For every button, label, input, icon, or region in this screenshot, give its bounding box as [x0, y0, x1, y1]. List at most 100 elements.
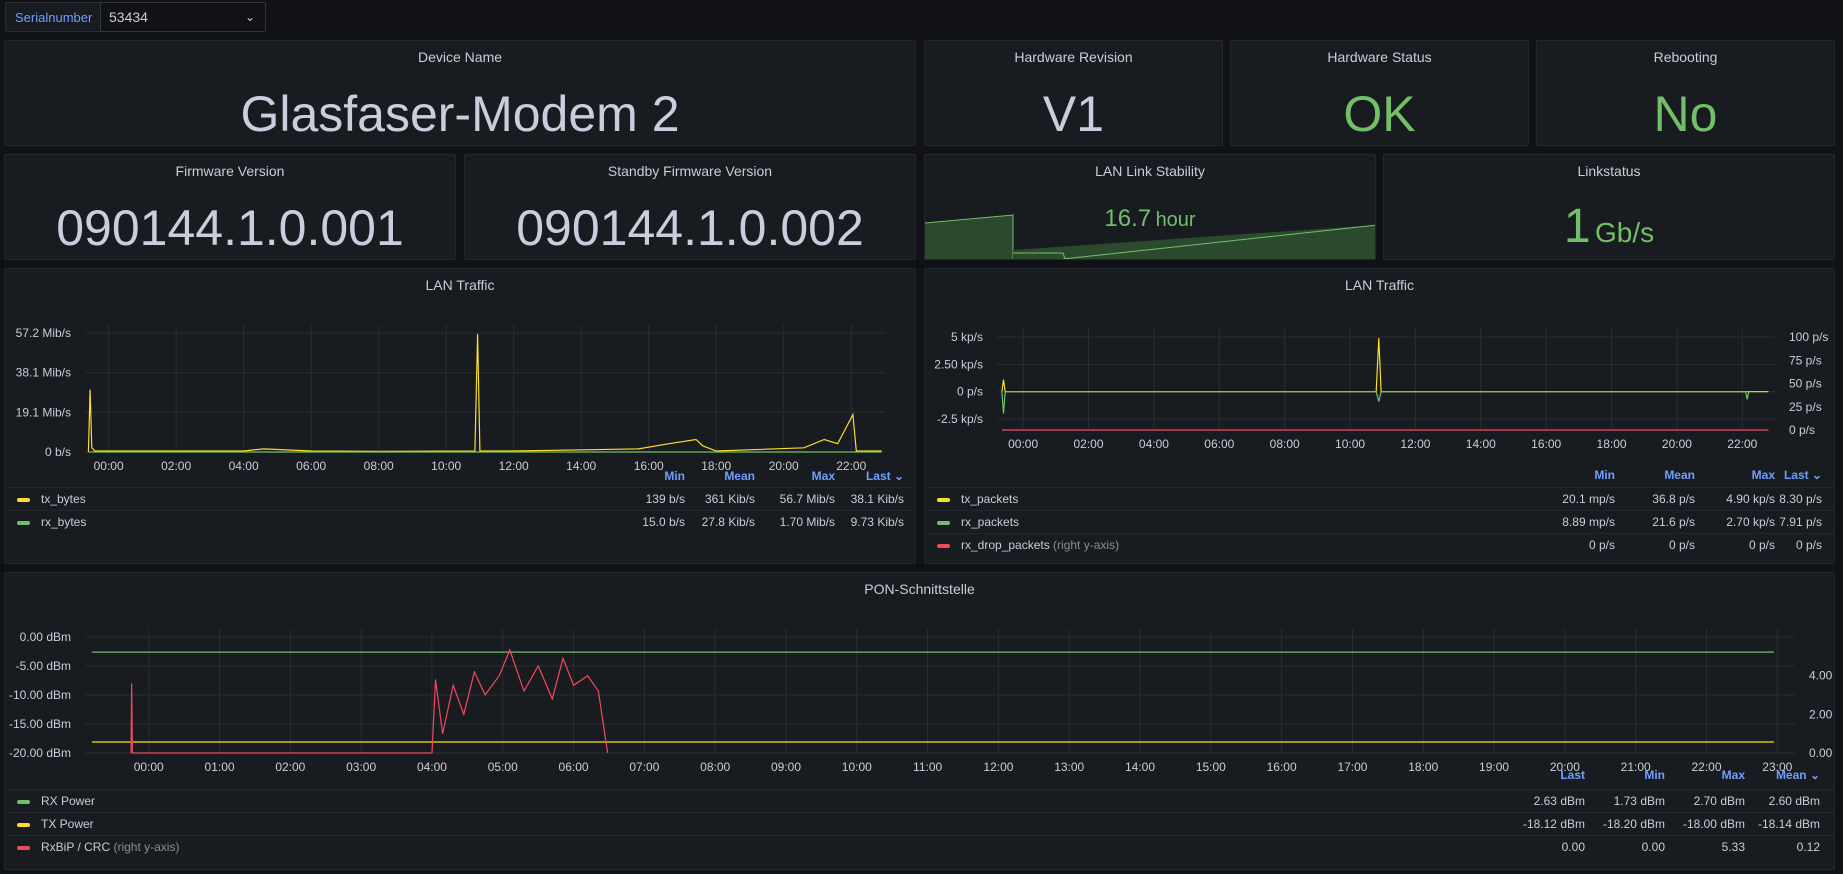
legend-value: 0.12 [1796, 840, 1820, 854]
legend-series-name: RxBiP / CRC (right y-axis) [41, 840, 180, 854]
lan-traffic-packets-panel: LAN Traffic 00:00 02:00 04:00 06:00 08:00 10:… [924, 268, 1835, 564]
legend-value: 20.1 mp/s [1562, 492, 1615, 506]
panel-title: LAN Link Stability [1095, 163, 1205, 179]
y-right-tick-label: 50 p/s [1789, 377, 1822, 391]
panel-title: PON-Schnittstelle [864, 581, 975, 597]
sparkline-area-3 [1013, 250, 1014, 259]
x-tick-label: 17:00 [1337, 760, 1367, 774]
legend-value: 2.70 dBm [1693, 794, 1745, 808]
legend-header-last[interactable]: Last [1560, 768, 1585, 782]
x-tick-label: 21:00 [1621, 760, 1651, 774]
panel-title: Standby Firmware Version [607, 163, 773, 179]
x-tick-label: 18:00 [701, 459, 731, 473]
linkstatus-unit: Gb/s [1595, 217, 1655, 248]
legend-header-mean[interactable]: Mean ⌄ [1775, 768, 1820, 782]
legend-value: 8.30 p/s [1779, 492, 1822, 506]
legend-row[interactable]: rx_drop_packets (right y-axis) 0 p/s 0 p/s… [925, 533, 1834, 555]
legend-row[interactable]: RX Power 2.63 dBm 1.73 dBm 2.70 dBm 2.60 dBm [5, 789, 1834, 811]
legend-header-max[interactable]: Max [1751, 468, 1775, 482]
legend-value: 1.70 Mib/s [779, 515, 835, 529]
x-tick-label: 20:00 [1550, 760, 1580, 774]
y-tick-label: -20.00 dBm [9, 746, 71, 760]
legend-header-min[interactable]: Min [1594, 468, 1615, 482]
pon-interface-panel: PON-Schnittstelle 00:00 01:00 02:00 03:00 04… [4, 572, 1835, 870]
legend-value: 8.89 mp/s [1562, 515, 1615, 529]
legend-header-last[interactable]: Last ⌄ [865, 469, 904, 483]
legend-swatch [17, 800, 30, 804]
legend-series-name: rx_drop_packets (right y-axis) [961, 538, 1120, 552]
legend-header-min[interactable]: Min [664, 469, 685, 483]
panel-title: Linkstatus [1577, 163, 1641, 179]
panel-title: LAN Traffic [1345, 277, 1414, 293]
legend-value: -18.14 dBm [1757, 817, 1820, 831]
x-tick-label: 08:00 [1270, 437, 1300, 451]
legend-value: 0.00 [1561, 840, 1585, 854]
sparkline-area-4 [1014, 225, 1375, 259]
y-tick-label: 0.00 dBm [20, 630, 71, 644]
legend-row[interactable]: RxBiP / CRC (right y-axis) 0.00 0.00 5.33 0.… [5, 835, 1834, 857]
legend-row[interactable]: rx_bytes 15.0 b/s 27.8 Kib/s 1.70 Mib/s 9.73… [5, 510, 915, 532]
legend-series-name: TX Power [41, 817, 94, 831]
legend-value: -18.12 dBm [1522, 817, 1585, 831]
legend-header-max[interactable]: Max [1721, 768, 1745, 782]
legend-header-max[interactable]: Max [811, 469, 835, 483]
legend-value: 56.7 Mib/s [779, 492, 835, 506]
legend-header-mean[interactable]: Mean [1664, 468, 1695, 482]
legend-swatch [17, 846, 30, 850]
legend-row[interactable]: tx_packets 20.1 mp/s 36.8 p/s 4.90 kp/s 8.30… [925, 487, 1834, 509]
rebooting-value: No [1653, 86, 1718, 142]
legend-header-last[interactable]: Last ⌄ [1783, 468, 1822, 482]
y-right-tick-label: 4.00 [1809, 669, 1833, 683]
y-tick-label: 2.50 kp/s [934, 357, 983, 371]
lan-traffic-packets-chart[interactable]: 00:00 02:00 04:00 06:00 08:00 10:00 12:00 14:00… [925, 269, 1835, 473]
hardware-revision-panel: Hardware Revision V1 [924, 40, 1223, 146]
x-tick-label: 12:00 [1400, 437, 1430, 451]
panel-title: LAN Traffic [425, 277, 495, 293]
x-tick-label: 08:00 [364, 459, 394, 473]
pon-interface-chart[interactable]: 00:00 01:00 02:00 03:00 04:00 05:00 06:00 07:00… [5, 573, 1835, 777]
x-tick-label: 04:00 [229, 459, 259, 473]
y-right-tick-label: 25 p/s [1789, 400, 1822, 414]
legend-row[interactable]: tx_bytes 139 b/s 361 Kib/s 56.7 Mib/s 38.1 K… [5, 487, 915, 509]
x-tick-label: 10:00 [431, 459, 461, 473]
legend-row[interactable]: TX Power -18.12 dBm -18.20 dBm -18.00 dBm -1… [5, 812, 1834, 834]
legend-value: -18.00 dBm [1682, 817, 1745, 831]
lan-traffic-bytes-chart[interactable]: 00:00 02:00 04:00 06:00 08:00 10:00 12:00 14:00… [5, 269, 916, 489]
rebooting-panel: Rebooting No [1536, 40, 1835, 146]
legend-value: 1.73 dBm [1613, 794, 1665, 808]
legend-header-min[interactable]: Min [1644, 768, 1665, 782]
legend-value: 2.70 kp/s [1726, 515, 1775, 529]
legend-header-mean[interactable]: Mean [724, 469, 755, 483]
x-tick-label: 16:00 [1531, 437, 1561, 451]
x-tick-label: 16:00 [1267, 760, 1297, 774]
x-tick-label: 09:00 [771, 760, 801, 774]
series-line-tx-packets [1001, 338, 1769, 393]
x-tick-label: 06:00 [1204, 437, 1234, 451]
x-tick-label: 02:00 [161, 459, 191, 473]
x-tick-label: 15:00 [1196, 760, 1226, 774]
serialnumber-select[interactable]: 53434 ⌄ [100, 2, 266, 32]
x-tick-label: 04:00 [417, 760, 447, 774]
x-tick-label: 10:00 [1335, 437, 1365, 451]
x-tick-label: 03:00 [346, 760, 376, 774]
lan-traffic-bytes-legend: Min Mean Max Last ⌄ tx_bytes 139 b/s 361 Kib/s… [5, 469, 915, 563]
legend-row[interactable]: rx_packets 8.89 mp/s 21.6 p/s 2.70 kp/s 7.91… [925, 510, 1834, 532]
x-tick-label: 23:00 [1762, 760, 1792, 774]
x-tick-label: 00:00 [1008, 437, 1038, 451]
panel-title: Device Name [417, 49, 503, 65]
firmware-version-value: 090144.1.0.001 [56, 200, 404, 256]
serialnumber-label: Serialnumber [5, 2, 103, 32]
serialnumber-value: 53434 [109, 9, 148, 25]
sparkline-area-1 [925, 215, 1013, 259]
lan-traffic-bytes-panel: LAN Traffic 00:00 02:00 04:00 06:00 08:00 10:… [4, 268, 916, 564]
legend-value: 139 b/s [645, 492, 685, 506]
device-name-value: Glasfaser-Modem 2 [240, 86, 680, 142]
legend-swatch [937, 498, 950, 502]
y-right-tick-label: 75 p/s [1789, 353, 1822, 367]
series-line-tx-bytes [87, 333, 882, 453]
legend-value: 4.90 kp/s [1726, 492, 1775, 506]
legend-value: 361 Kib/s [704, 492, 755, 506]
standby-firmware-value: 090144.1.0.002 [516, 200, 864, 256]
sparkline-line-1 [925, 214, 1014, 259]
legend-swatch [937, 544, 950, 548]
